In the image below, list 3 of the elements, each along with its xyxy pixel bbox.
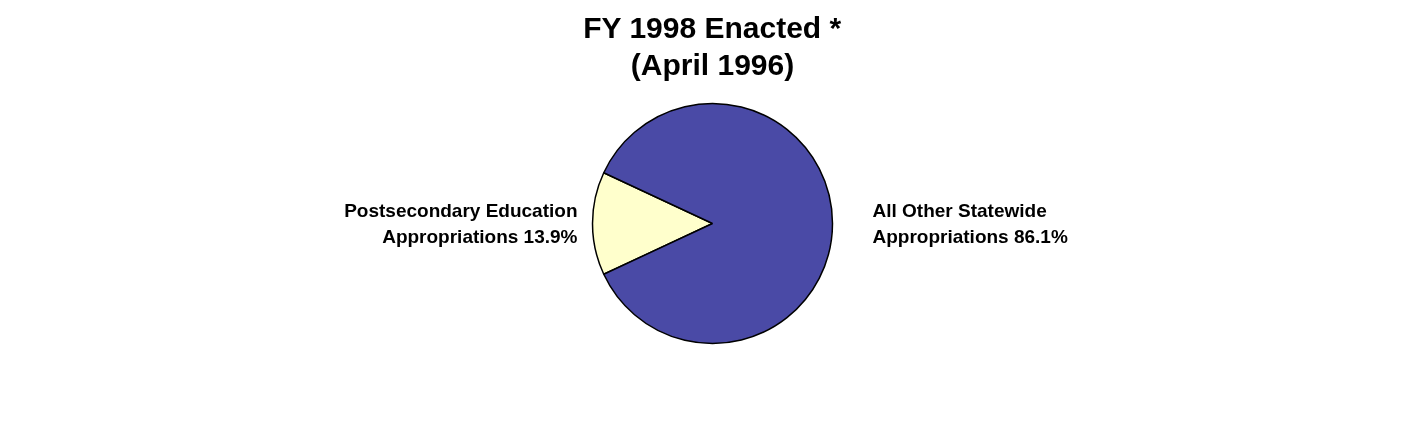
slice-label: All Other Statewide Appropriations 86.1%: [872, 199, 1068, 248]
chart-title: FY 1998 Enacted * (April 1996): [583, 10, 842, 82]
slice-label: Postsecondary Education Appropriations 13.9%: [344, 199, 578, 248]
